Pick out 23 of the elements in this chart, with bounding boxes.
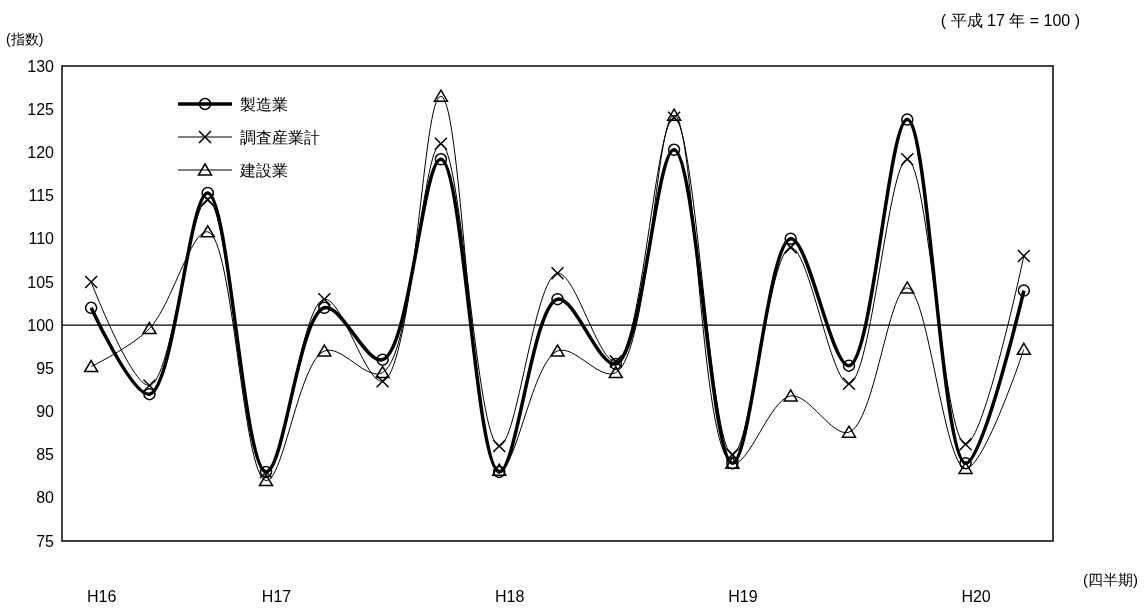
- y-tick-label: 125: [27, 100, 55, 118]
- y-tick-label: 110: [28, 230, 55, 248]
- x-axis-title: (四半期): [1083, 571, 1138, 588]
- y-tick-label: 90: [36, 403, 55, 421]
- y-axis-title: (指数): [6, 31, 44, 47]
- x-tick-label: H18: [495, 588, 525, 606]
- y-tick-label: 100: [27, 316, 55, 334]
- x-tick-label: H16: [86, 588, 117, 606]
- y-tick-label: 85: [36, 446, 55, 464]
- y-tick-label: 95: [36, 359, 55, 377]
- y-tick-label: 120: [27, 143, 55, 161]
- text: ( 平成 17 年 = 100 ): [940, 12, 1080, 29]
- y-tick-label: 105: [27, 273, 55, 291]
- y-tick-label: 130: [27, 57, 55, 75]
- legend-label: 製造業: [240, 96, 288, 113]
- x-tick-label: H19: [728, 588, 758, 606]
- y-tick-label: 80: [36, 489, 55, 507]
- legend-label: 調査産業計: [240, 129, 320, 146]
- x-tick-label: H17: [261, 588, 292, 606]
- x-tick-label: H20: [961, 588, 991, 606]
- y-tick-label: 75: [36, 532, 55, 550]
- legend-label: 建設業: [239, 162, 288, 179]
- y-tick-label: 115: [28, 187, 55, 205]
